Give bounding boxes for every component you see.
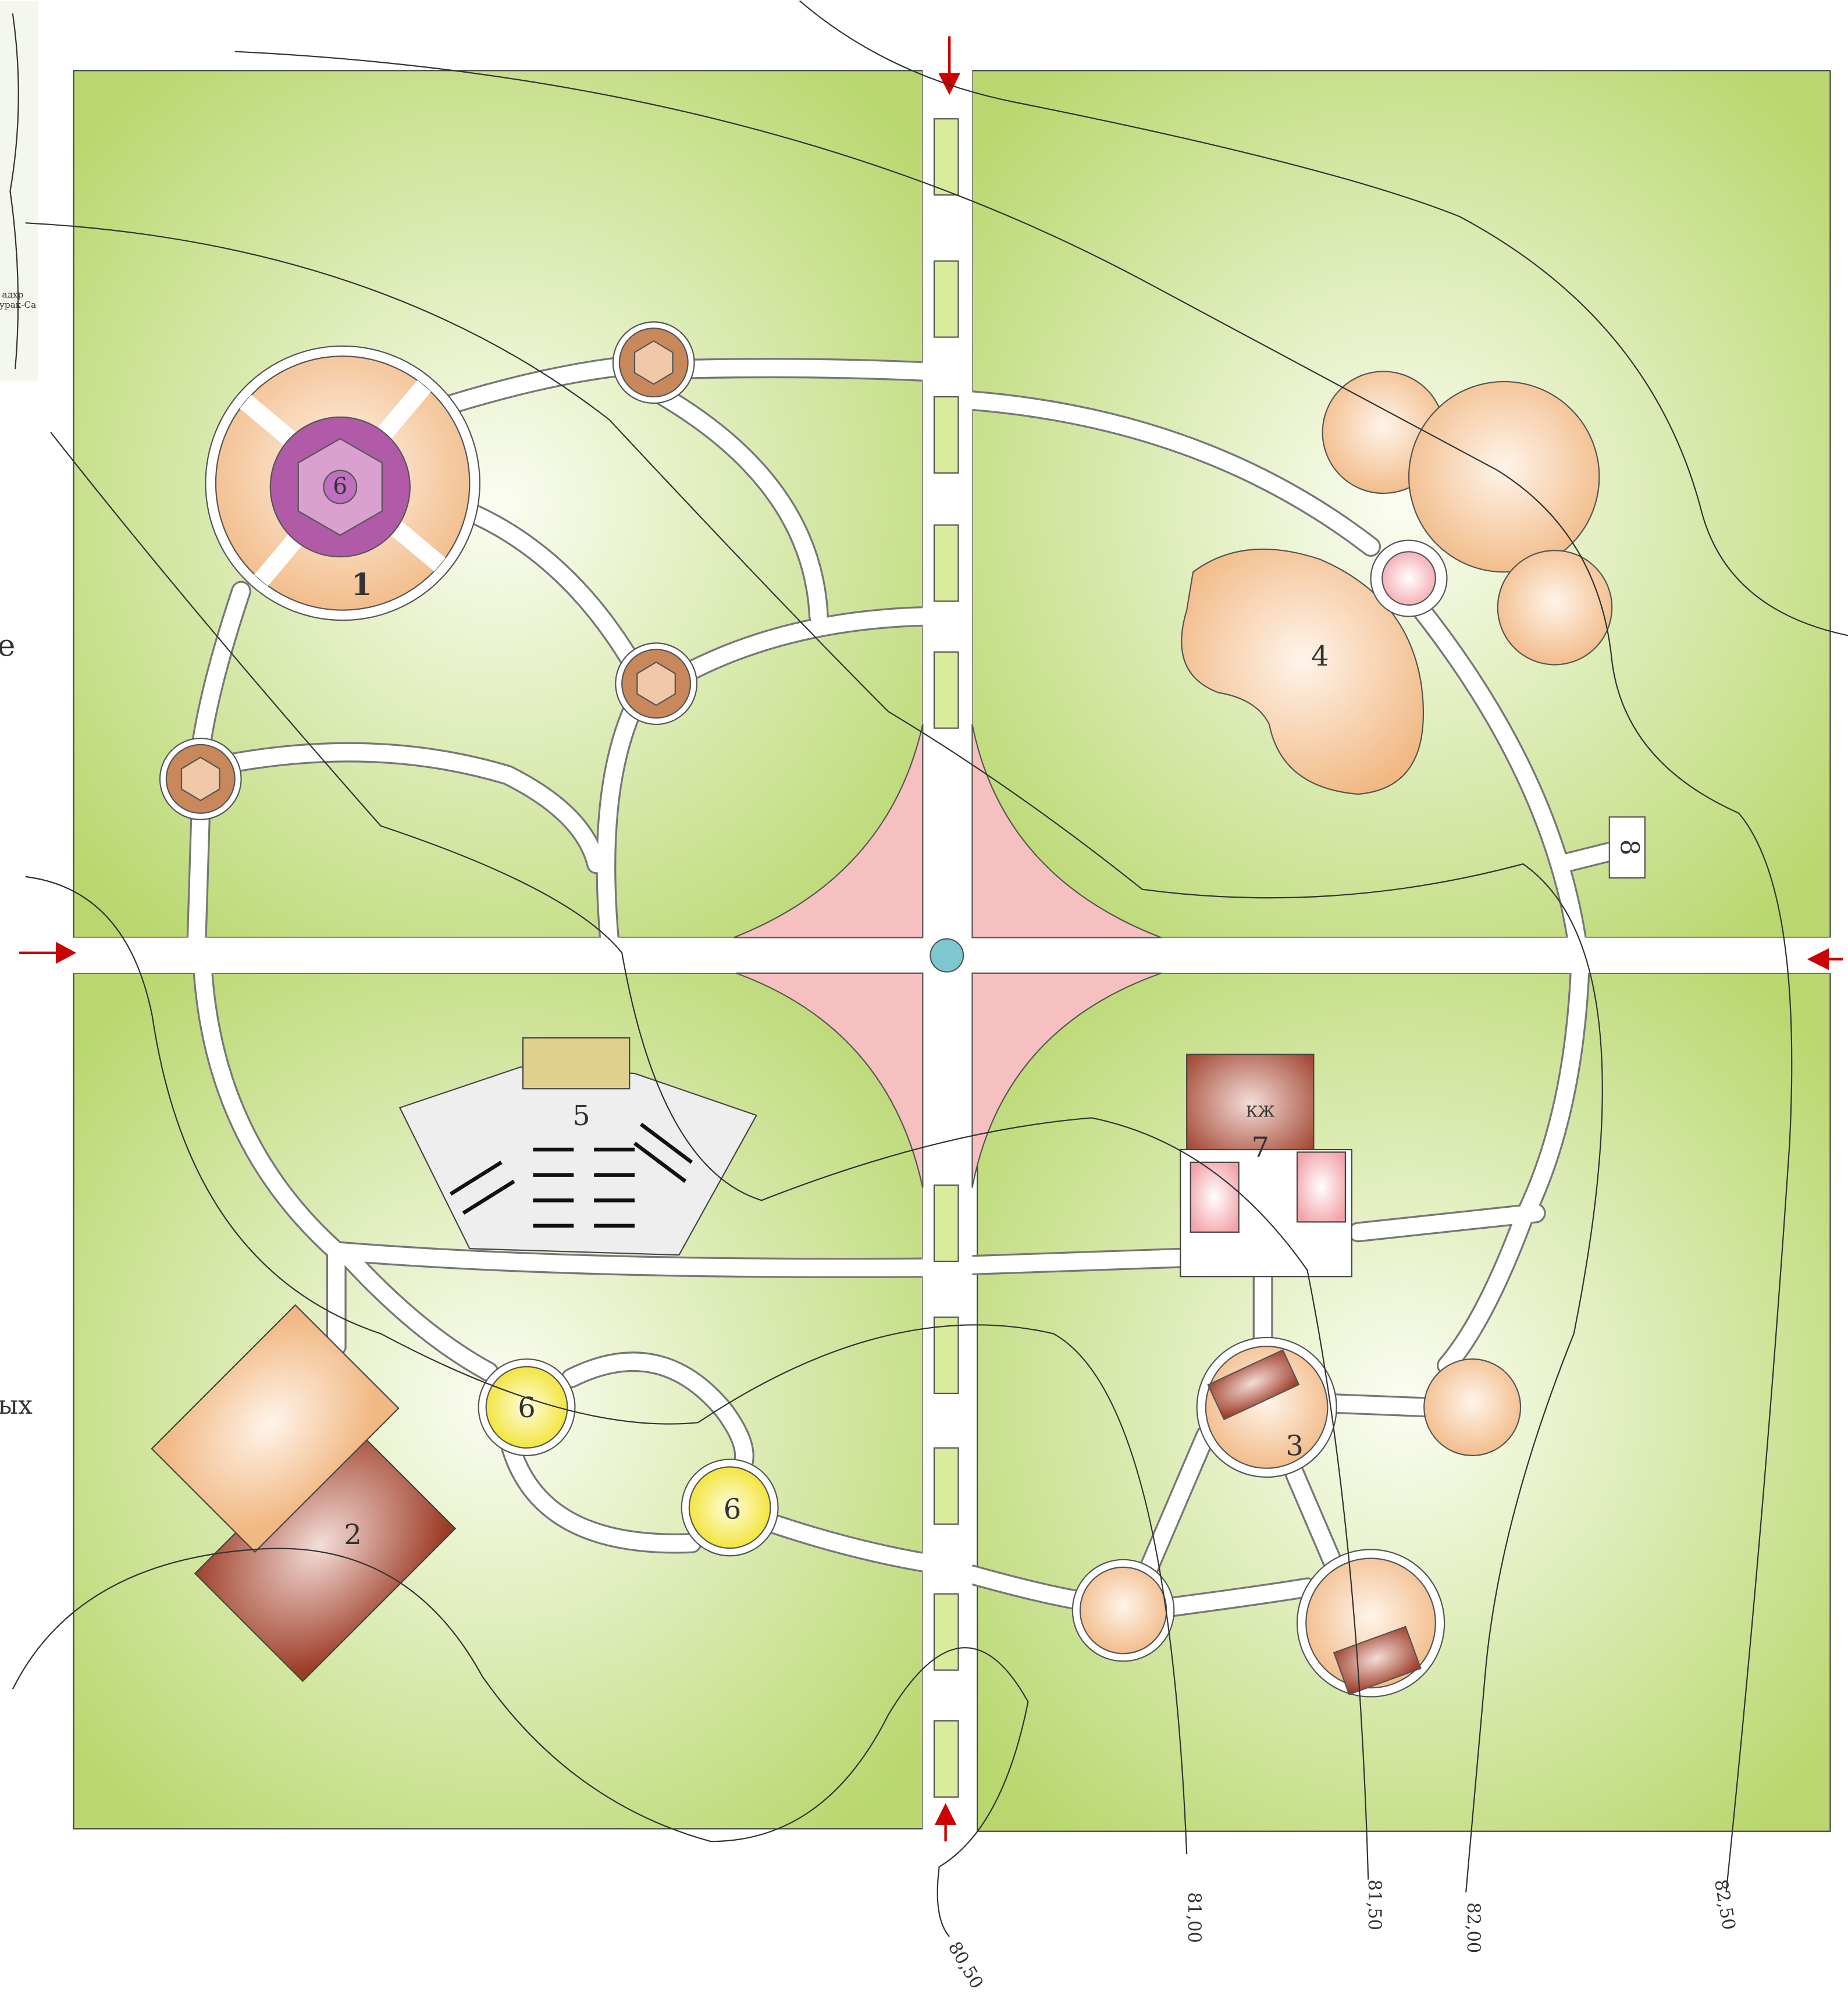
zone-5 (398, 1037, 758, 1256)
zone-label: 3 (1286, 1429, 1304, 1462)
median-beds (933, 118, 959, 1798)
contour-label: 81,00 (1184, 1892, 1204, 1943)
zone-label: 6 (724, 1493, 742, 1525)
zone-label: 8 (1614, 840, 1644, 856)
zone-label: 5 (572, 1100, 590, 1132)
zone-6 (478, 1358, 779, 1557)
zone-4 (1181, 371, 1646, 879)
zone-7 (1180, 1054, 1352, 1278)
contour-label: 80,50 (944, 1938, 987, 1992)
zone-label: 4 (1311, 640, 1329, 673)
zone-1 (205, 345, 480, 621)
zone-label: 7 (1251, 1132, 1269, 1164)
edge-text: адхр (2, 290, 23, 300)
edge-text: е (0, 628, 15, 664)
zone-label: 6 (518, 1392, 536, 1424)
contour-label: 81,50 (1364, 1880, 1384, 1930)
edge-text: урак-Са (0, 300, 36, 310)
zone-3 (1071, 1336, 1522, 1698)
contours (12, 0, 1848, 1937)
edge-text: ых (0, 1390, 33, 1420)
zone-label: 2 (344, 1518, 362, 1551)
plaza (733, 724, 1162, 1188)
arrows (19, 36, 1843, 1842)
zone-label: КЖ (1246, 1104, 1275, 1121)
zone-label: 1 (351, 567, 372, 603)
map-fragment (0, 1, 38, 382)
zone-2 (151, 1304, 457, 1682)
zone-label: 6 (333, 474, 347, 500)
contour-label: 82,00 (1463, 1902, 1483, 1953)
pavilions (159, 321, 698, 820)
contour-label: 82,50 (1710, 1878, 1739, 1931)
